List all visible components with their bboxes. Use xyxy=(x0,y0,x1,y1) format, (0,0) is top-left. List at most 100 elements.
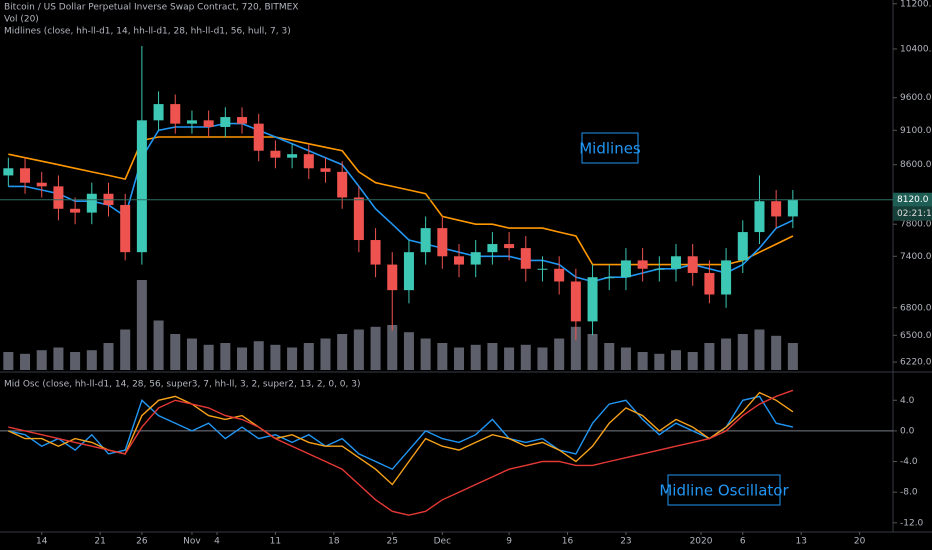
candle-body xyxy=(36,182,47,187)
volume-bar xyxy=(237,347,248,370)
x-tick-label: 25 xyxy=(387,537,398,547)
volume-bar xyxy=(671,350,682,370)
volume-bar xyxy=(587,334,598,370)
volume-bar xyxy=(537,347,548,370)
volume-bar xyxy=(403,332,414,370)
candle-body xyxy=(120,204,131,253)
volume-bar xyxy=(370,326,381,370)
y-tick-label: 11200.0 xyxy=(900,0,932,9)
oscillator-line xyxy=(8,395,794,471)
last-price-label: 8120.0 xyxy=(897,195,929,205)
candle-body xyxy=(704,272,715,295)
volume-bar xyxy=(654,353,665,370)
volume-bar xyxy=(721,338,732,370)
y-tick-label: 9600.0 xyxy=(900,93,932,103)
oscillator-legend: Mid Osc (close, hh-ll-d1, 14, 28, 56, su… xyxy=(4,380,360,390)
candle-body xyxy=(687,256,698,273)
candle-body xyxy=(771,201,782,217)
candle-body xyxy=(153,104,164,121)
candle-body xyxy=(787,199,798,217)
candle-body xyxy=(303,154,314,169)
volume-bar xyxy=(570,326,581,370)
volume-bar xyxy=(504,347,515,370)
volume-bar xyxy=(20,353,31,370)
volume-bar xyxy=(454,347,465,370)
volume-bar xyxy=(303,343,314,370)
candle-body xyxy=(437,228,448,257)
x-tick-label: Dec xyxy=(434,537,451,547)
annotation-box xyxy=(581,132,639,164)
candle-body xyxy=(20,168,31,183)
y-tick-label: 7400.0 xyxy=(900,252,932,262)
volume-bar xyxy=(186,338,197,370)
y-tick-label: 0.0 xyxy=(900,426,915,436)
volume-bar xyxy=(520,344,531,370)
volume-bar xyxy=(437,343,448,370)
axes: 11200.010400.09600.09100.08600.07800.074… xyxy=(36,0,932,547)
volume-bar xyxy=(153,320,164,370)
volume-bar xyxy=(36,350,47,370)
volume-bar xyxy=(737,334,748,370)
volume-bar xyxy=(203,344,214,370)
indicator-legend: Midlines (close, hh-ll-d1, 14, hh-ll-d1,… xyxy=(4,27,291,37)
candle-body xyxy=(470,252,481,265)
price-pane xyxy=(0,46,893,370)
x-tick-label: 26 xyxy=(136,537,148,547)
x-tick-label: 13 xyxy=(795,537,806,547)
volume-bar xyxy=(287,347,298,370)
volume-bar xyxy=(136,280,147,370)
volume-bar xyxy=(53,347,64,370)
candle-body xyxy=(3,168,14,176)
candle-body xyxy=(320,168,331,172)
candle-body xyxy=(637,260,648,269)
volume-bar xyxy=(337,334,348,370)
candle-body xyxy=(53,186,64,209)
candle-body xyxy=(504,244,515,249)
x-tick-label: 14 xyxy=(36,537,48,547)
y-tick-label: 6800.0 xyxy=(900,303,932,313)
x-tick-label: 9 xyxy=(506,537,512,547)
volume-bar xyxy=(86,350,97,370)
y-tick-label: 10400.0 xyxy=(900,44,932,54)
candle-body xyxy=(487,244,498,253)
candle-body xyxy=(737,232,748,261)
volume-bar xyxy=(771,335,782,370)
x-tick-label: Nov xyxy=(183,537,201,547)
volume-bar xyxy=(787,343,798,370)
candle-body xyxy=(203,120,214,127)
y-tick-label: 8600.0 xyxy=(900,160,932,170)
volume-bar xyxy=(103,343,114,370)
volume-bar xyxy=(420,338,431,370)
x-tick-label: 23 xyxy=(620,537,631,547)
candle-body xyxy=(654,268,665,270)
candle-body xyxy=(370,240,381,265)
volume-bar xyxy=(320,338,331,370)
candle-body xyxy=(420,228,431,253)
volume-bar xyxy=(754,329,765,370)
oscillator-line xyxy=(8,391,794,486)
volume-bar xyxy=(270,344,281,370)
volume-bar xyxy=(470,344,481,370)
chart-title: Bitcoin / US Dollar Perpetual Inverse Sw… xyxy=(4,3,298,13)
volume-bar xyxy=(253,341,264,370)
y-tick-label: 9100.0 xyxy=(900,126,932,136)
candle-body xyxy=(136,120,147,253)
candle-body xyxy=(403,252,414,291)
countdown-box xyxy=(893,206,932,221)
countdown: 02:21:13 xyxy=(897,209,932,219)
candle-body xyxy=(671,256,682,269)
candle-body xyxy=(353,197,364,241)
volume-bar xyxy=(620,347,631,370)
candle-body xyxy=(754,201,765,233)
annotation: Midline Oscillator xyxy=(659,482,789,500)
volume-bar xyxy=(704,343,715,370)
x-tick-label: 4 xyxy=(214,537,220,547)
volume-bar xyxy=(3,352,14,370)
volume-legend: Vol (20) xyxy=(4,15,39,25)
candle-body xyxy=(604,277,615,279)
x-tick-label: 6 xyxy=(740,537,746,547)
last-price-box xyxy=(893,192,932,207)
